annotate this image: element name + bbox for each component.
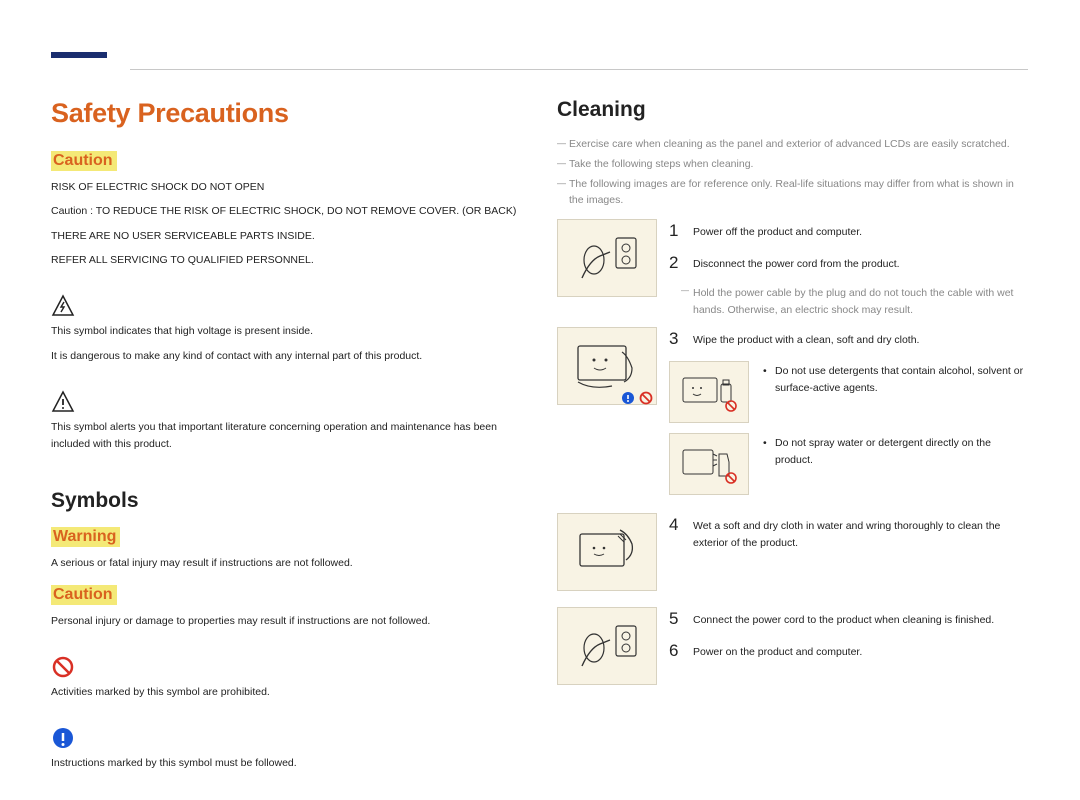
- cleaning-step-block-4: 5 Connect the power cord to the product …: [557, 607, 1028, 693]
- caution-line-2: Caution : TO REDUCE THE RISK OF ELECTRIC…: [51, 203, 521, 220]
- illus-no-detergent: [669, 361, 749, 423]
- cleaning-note-2: Take the following steps when cleaning.: [557, 156, 1028, 173]
- caution-line-1: RISK OF ELECTRIC SHOCK DO NOT OPEN: [51, 179, 521, 196]
- step-num-1: 1: [669, 221, 683, 241]
- caution2-text: Personal injury or damage to properties …: [51, 613, 521, 630]
- must-text: Instructions marked by this symbol must …: [51, 755, 521, 772]
- illus-unplug: [557, 219, 657, 297]
- illus-no-spray: [669, 433, 749, 495]
- step-text-1: Power off the product and computer.: [693, 221, 862, 241]
- page-title: Safety Precautions: [51, 98, 521, 129]
- step2-note: Hold the power cable by the plug and do …: [669, 285, 1028, 319]
- header-rule: [130, 69, 1028, 70]
- cleaning-note-3: The following images are for reference o…: [557, 176, 1028, 210]
- cleaning-title: Cleaning: [557, 98, 1028, 122]
- alert-text: This symbol alerts you that important li…: [51, 419, 521, 454]
- page-content: Safety Precautions Caution RISK OF ELECT…: [0, 0, 1080, 800]
- cleaning-step-block-3: 4 Wet a soft and dry cloth in water and …: [557, 513, 1028, 599]
- header-accent: [51, 52, 107, 58]
- illus-wring: [557, 513, 657, 591]
- hv-text-1: This symbol indicates that high voltage …: [51, 323, 521, 340]
- cleaning-note-1: Exercise care when cleaning as the panel…: [557, 136, 1028, 153]
- step-text-4: Wet a soft and dry cloth in water and wr…: [693, 515, 1028, 552]
- bullet-text-2: Do not spray water or detergent directly…: [759, 435, 1028, 469]
- step-num-6: 6: [669, 641, 683, 661]
- warning-badge: Warning: [51, 527, 120, 547]
- bullet-row-2: Do not spray water or detergent directly…: [669, 433, 1028, 495]
- high-voltage-icon: [51, 294, 75, 318]
- hv-text-2: It is dangerous to make any kind of cont…: [51, 348, 521, 365]
- illus-plug-in: [557, 607, 657, 685]
- cleaning-step-block-1: 1 Power off the product and computer. 2 …: [557, 219, 1028, 319]
- step-num-3: 3: [669, 329, 683, 349]
- caution2-badge: Caution: [51, 585, 117, 605]
- warning-text: A serious or fatal injury may result if …: [51, 555, 521, 572]
- step-text-5: Connect the power cord to the product wh…: [693, 609, 994, 629]
- right-column: Cleaning Exercise care when cleaning as …: [557, 98, 1028, 780]
- step-text-6: Power on the product and computer.: [693, 641, 862, 661]
- prohibit-icon: [51, 655, 75, 679]
- symbols-title: Symbols: [51, 489, 521, 513]
- tiny-prohibit-icon: [639, 391, 653, 405]
- cleaning-step-block-2: 3 Wipe the product with a clean, soft an…: [557, 327, 1028, 505]
- tiny-info-icon: [621, 391, 635, 405]
- must-follow-icon: [51, 726, 75, 750]
- prohibit-text: Activities marked by this symbol are pro…: [51, 684, 521, 701]
- caution-line-4: REFER ALL SERVICING TO QUALIFIED PERSONN…: [51, 252, 521, 269]
- caution-badge: Caution: [51, 151, 117, 171]
- bullet-text-1: Do not use detergents that contain alcoh…: [759, 363, 1028, 397]
- step-num-2: 2: [669, 253, 683, 273]
- left-column: Safety Precautions Caution RISK OF ELECT…: [51, 98, 521, 780]
- step-text-2: Disconnect the power cord from the produ…: [693, 253, 900, 273]
- bullet-row-1: Do not use detergents that contain alcoh…: [669, 361, 1028, 423]
- step-num-5: 5: [669, 609, 683, 629]
- step-num-4: 4: [669, 515, 683, 535]
- alert-icon: [51, 390, 75, 414]
- cleaning-notes: Exercise care when cleaning as the panel…: [557, 136, 1028, 209]
- step-text-3: Wipe the product with a clean, soft and …: [693, 329, 919, 349]
- caution-line-3: THERE ARE NO USER SERVICEABLE PARTS INSI…: [51, 228, 521, 245]
